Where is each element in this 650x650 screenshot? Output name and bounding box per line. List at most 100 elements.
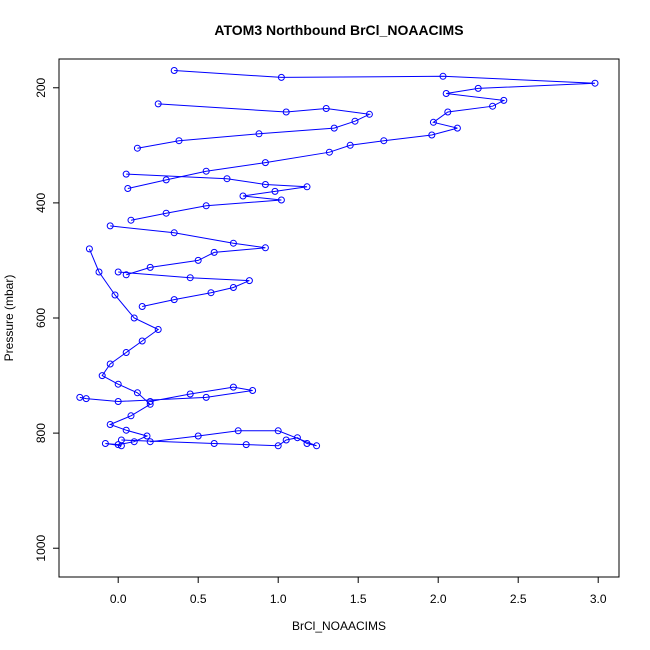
data-point [303, 183, 311, 191]
data-point [130, 314, 138, 322]
data-point [143, 432, 151, 440]
data-point [428, 131, 436, 139]
plot-frame [58, 58, 620, 578]
data-point [175, 137, 183, 145]
y-axis: 200 400 600 800 1000 [34, 77, 60, 562]
y-tick-label: 200 [34, 77, 48, 97]
data-point [111, 291, 119, 299]
x-tick-label: 0.0 [110, 592, 127, 606]
data-point [229, 284, 237, 291]
data-point [439, 72, 447, 80]
data-point [210, 440, 218, 447]
x-tick-label: 0.5 [190, 592, 207, 606]
data-point [474, 84, 482, 92]
series-line [110, 225, 266, 276]
data-point [138, 337, 146, 345]
data-point [106, 360, 114, 368]
data-point [106, 222, 114, 230]
data-point [261, 244, 269, 252]
data-point [245, 277, 253, 285]
data-point [210, 248, 218, 256]
data-point [202, 393, 210, 401]
data-point [95, 268, 103, 276]
data-point [170, 229, 178, 237]
data-point [239, 192, 247, 200]
data-point [133, 389, 141, 397]
data-point [274, 427, 282, 435]
data-point [154, 100, 162, 108]
chart-title: ATOM3 Northbound BrCl_NOAACIMS [214, 22, 463, 38]
data-point [170, 296, 178, 304]
data-point [114, 268, 122, 276]
series-line [137, 103, 372, 149]
data-point [162, 209, 170, 217]
data-point [351, 117, 359, 125]
series-7 [117, 427, 321, 450]
series-line [79, 386, 253, 403]
series-1 [124, 67, 599, 192]
data-point [242, 441, 250, 449]
data-point [313, 442, 321, 450]
data-point [106, 421, 114, 428]
data-point [500, 96, 508, 104]
data-point [162, 176, 170, 184]
data-point [249, 387, 257, 394]
series-line [88, 248, 160, 447]
data-point [194, 256, 202, 264]
x-tick-label: 2.5 [510, 592, 527, 606]
data-point [330, 124, 338, 132]
y-tick-label: 800 [34, 423, 48, 443]
data-point [127, 216, 135, 224]
data-point [133, 144, 141, 152]
x-tick-label: 1.0 [270, 592, 287, 606]
x-axis-label: BrCl_NOAACIMS [292, 619, 386, 633]
data-point [146, 438, 154, 446]
data-point [234, 427, 242, 435]
data-point [98, 372, 106, 380]
data-point [274, 442, 282, 450]
data-point [170, 67, 178, 74]
y-tick-label: 1000 [34, 535, 48, 562]
series-4 [106, 222, 269, 279]
data-point [127, 412, 135, 420]
data-point [154, 326, 162, 333]
data-point [429, 118, 437, 126]
data-point [591, 79, 599, 87]
data-point [229, 383, 237, 391]
data-point [146, 400, 154, 408]
series-8 [85, 245, 162, 450]
data-point [380, 137, 388, 145]
data-point [444, 108, 452, 116]
data-point [282, 436, 290, 444]
data-point [261, 181, 269, 188]
data-point [489, 102, 497, 110]
data-point [138, 303, 146, 310]
series-2 [133, 100, 373, 152]
series-line [127, 70, 596, 189]
series-5 [114, 268, 253, 310]
data-point [303, 440, 311, 447]
data-point [282, 108, 290, 116]
data-point [255, 130, 263, 138]
data-point [76, 393, 84, 401]
data-point [186, 274, 194, 282]
data-point [122, 349, 130, 356]
data-point [114, 398, 122, 405]
y-tick-label: 600 [34, 308, 48, 328]
data-point [122, 426, 130, 434]
data-point [207, 289, 215, 297]
data-point [277, 196, 285, 204]
data-point [277, 73, 285, 81]
data-point [124, 185, 132, 192]
data-point [186, 390, 194, 398]
data-point [261, 159, 269, 167]
data-point [202, 167, 210, 175]
data-point [101, 440, 109, 447]
data-point [82, 395, 90, 403]
y-tick-label: 400 [34, 193, 48, 213]
data-point [271, 187, 279, 195]
data-point [325, 148, 333, 156]
series-6 [76, 383, 257, 405]
series-line [118, 271, 250, 307]
